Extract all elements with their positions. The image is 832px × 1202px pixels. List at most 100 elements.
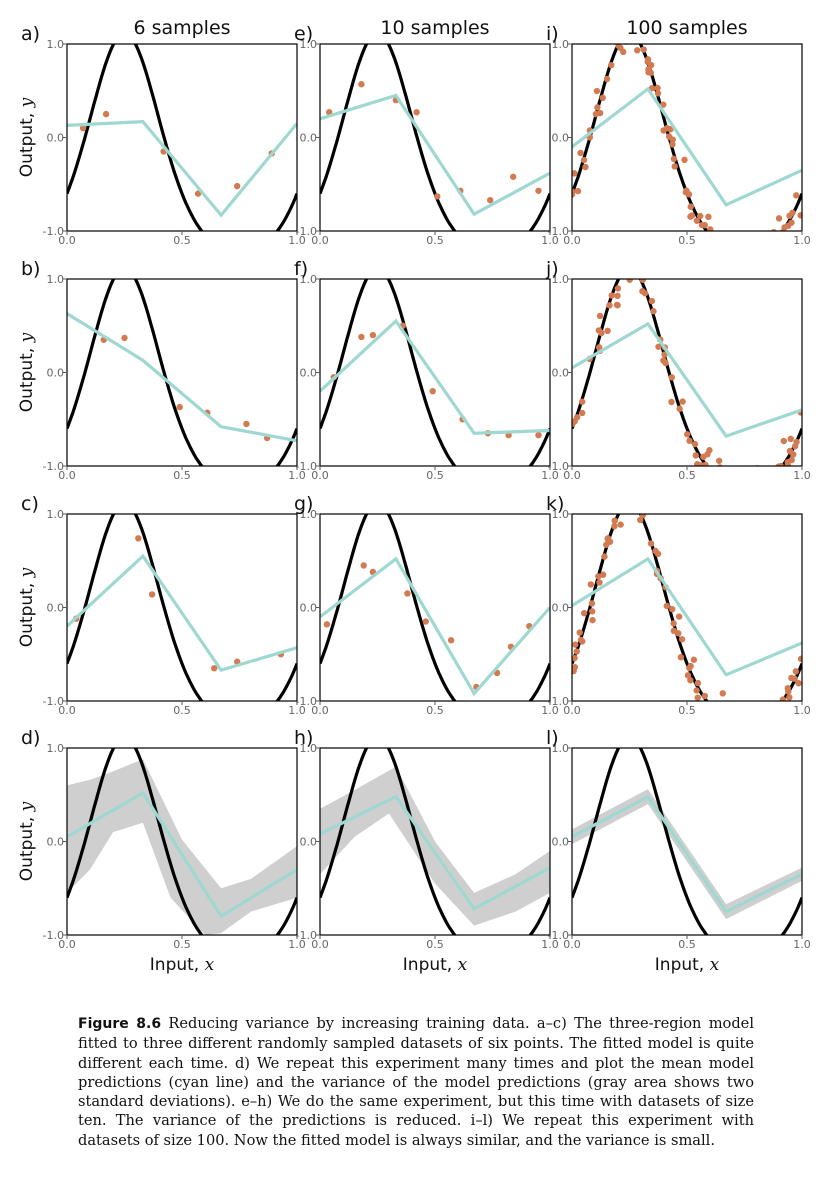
sample-point [739, 254, 745, 260]
column-title: 100 samples [626, 17, 747, 39]
y-tick-label: -1.0 [43, 695, 64, 708]
sample-point [767, 713, 773, 719]
sample-point [710, 470, 716, 476]
sample-point [726, 236, 732, 242]
sample-point [715, 236, 721, 242]
y-tick-label: 0.0 [47, 602, 65, 615]
sample-point [790, 451, 797, 458]
sample-point [678, 636, 686, 643]
panel-label: k) [546, 493, 564, 515]
sample-point [714, 473, 720, 479]
sample-point [675, 613, 683, 620]
sample-point [736, 492, 742, 498]
x-tick-label: 0.0 [563, 704, 581, 717]
x-tick-label: 0.5 [426, 234, 444, 247]
panel-label: h) [294, 727, 313, 749]
sample-point [626, 279, 633, 283]
model-fit-line [320, 794, 550, 911]
sample-point [775, 721, 781, 727]
y-tick-label: 0.0 [300, 836, 318, 849]
sample-point [700, 453, 707, 461]
sample-point [599, 571, 607, 578]
sample-point [176, 403, 183, 411]
sample-point [757, 481, 763, 487]
sample-point [712, 241, 718, 247]
model-fit-line [572, 86, 802, 207]
true-function-line [320, 514, 550, 701]
panel-k: 0.0 0.5 1.0-1.00.01.0k) [546, 493, 811, 731]
model-fit-line [320, 556, 550, 697]
sample-point [429, 388, 436, 395]
panel-a: 0.0 0.5 1.0-1.00.01.0a)Output, y [17, 23, 306, 247]
sample-point [797, 212, 802, 219]
y-tick-label: -1.0 [548, 460, 569, 473]
sample-point [767, 246, 773, 252]
sample-point [736, 245, 742, 251]
x-tick-label: 0.0 [58, 704, 76, 717]
sample-point [576, 629, 583, 636]
y-tick-label: 1.0 [300, 508, 318, 521]
sample-point [788, 219, 795, 226]
x-tick-label: 0.5 [426, 938, 444, 951]
x-tick-label: 0.0 [311, 704, 329, 717]
sample-point [626, 263, 632, 269]
sample-point [727, 242, 733, 248]
sample-point [594, 104, 601, 111]
model-fit-line [572, 794, 802, 914]
sample-point [756, 476, 762, 482]
sample-point [738, 724, 744, 730]
true-function-line [320, 44, 550, 231]
y-tick-label: 0.0 [300, 367, 318, 380]
sample-point [611, 517, 618, 524]
sample-point [681, 156, 688, 164]
sample-point [778, 244, 784, 250]
sample-point [596, 579, 603, 586]
y-tick-label: 1.0 [47, 38, 65, 51]
sample-point [791, 675, 798, 682]
sample-point [102, 110, 110, 118]
y-tick-label: 1.0 [300, 273, 318, 286]
panel-label: b) [21, 258, 40, 280]
sample-point [711, 720, 717, 726]
sample-point [714, 700, 717, 701]
y-tick-label: -1.0 [548, 929, 569, 942]
x-tick-label: 1.0 [541, 234, 559, 247]
panel-label: c) [21, 493, 39, 515]
sample-point [684, 672, 692, 679]
figure-caption: Figure 8.6 Reducing variance by increasi… [78, 1014, 754, 1150]
sample-point [734, 471, 740, 477]
sample-point [762, 712, 768, 718]
x-tick-label: 0.0 [563, 234, 581, 247]
sample-point [572, 641, 579, 648]
sample-point [603, 75, 611, 83]
panel-h: 0.0 0.5 1.0-1.00.01.0h)Input, x [294, 727, 559, 975]
sample-point [705, 213, 712, 221]
sample-point [648, 297, 656, 305]
sample-point [577, 149, 584, 157]
sample-point [358, 333, 365, 341]
sample-point [773, 241, 779, 247]
sample-point [647, 61, 655, 69]
sample-point [121, 334, 128, 342]
sample-point [762, 484, 768, 490]
sample-point [601, 553, 608, 560]
y-tick-label: 1.0 [552, 38, 570, 51]
y-tick-label: 1.0 [552, 742, 570, 755]
sample-point [733, 725, 739, 731]
sample-point [694, 694, 701, 701]
sample-point [617, 521, 624, 528]
sample-point [787, 435, 794, 443]
true-function-line [572, 748, 802, 935]
x-tick-label: 0.0 [311, 938, 329, 951]
sample-point [714, 483, 720, 489]
x-tick-label: 1.0 [793, 234, 811, 247]
x-tick-label: 1.0 [793, 938, 811, 951]
panel-label: a) [21, 23, 40, 45]
sample-point [775, 215, 783, 222]
sample-point [759, 715, 765, 721]
sample-point [792, 668, 800, 675]
sample-point [765, 702, 771, 708]
x-tick-label: 1.0 [541, 469, 559, 482]
true-function-line [67, 748, 297, 935]
sample-point [671, 163, 678, 170]
